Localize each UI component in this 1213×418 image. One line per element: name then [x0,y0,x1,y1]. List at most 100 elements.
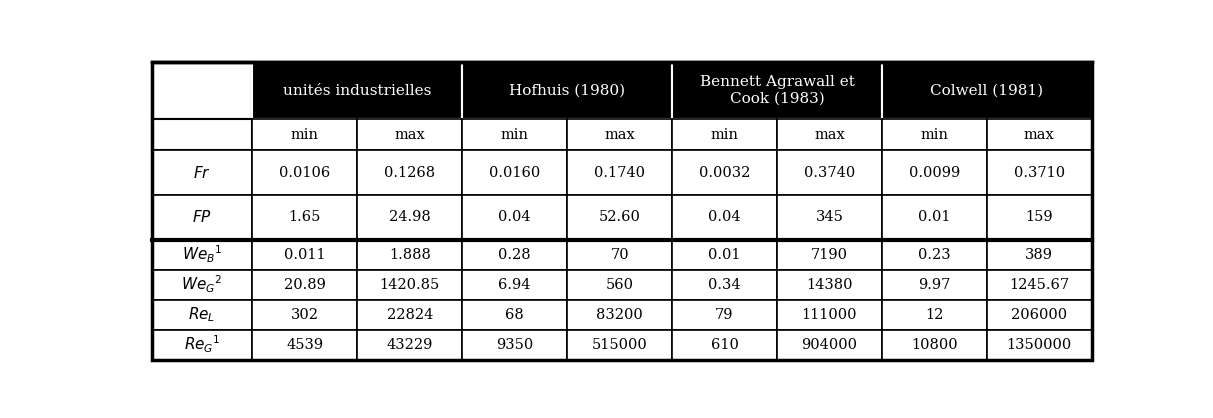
Text: $\mathit{Re}_\mathit{L}$: $\mathit{Re}_\mathit{L}$ [188,305,216,324]
Text: 4539: 4539 [286,338,324,352]
Bar [778,330,882,360]
Bar [672,330,778,360]
Bar [882,120,987,150]
Text: $\mathit{Re}_\mathit{G}$$^1$: $\mathit{Re}_\mathit{G}$$^1$ [183,334,221,355]
Text: 24.98: 24.98 [389,210,431,224]
Text: 43229: 43229 [387,338,433,352]
Text: 68: 68 [506,308,524,322]
Text: Hofhuis (1980): Hofhuis (1980) [509,84,625,97]
Text: 0.34: 0.34 [708,278,741,292]
Text: 302: 302 [291,308,319,322]
Text: $\mathit{FP}$: $\mathit{FP}$ [192,209,212,225]
Text: 9.97: 9.97 [918,278,951,292]
Bar [672,270,778,300]
Text: 79: 79 [716,308,734,322]
Bar [252,62,1092,120]
Bar [462,150,568,195]
Bar [358,240,462,270]
Bar [462,240,568,270]
Text: $\mathit{We}_\mathit{G}$$^2$: $\mathit{We}_\mathit{G}$$^2$ [182,274,222,296]
Bar [987,120,1092,150]
Text: 83200: 83200 [597,308,643,322]
Bar [358,270,462,300]
Bar [778,270,882,300]
Text: 20.89: 20.89 [284,278,326,292]
Text: 904000: 904000 [802,338,858,352]
Text: 0.28: 0.28 [499,247,531,262]
Bar [252,195,358,240]
Bar [462,330,568,360]
Bar [462,62,672,120]
Bar [882,330,987,360]
Bar [568,150,672,195]
Text: 1350000: 1350000 [1007,338,1072,352]
Bar [568,195,672,240]
Bar [672,62,882,120]
Text: max: max [394,128,425,142]
Text: 0.04: 0.04 [499,210,531,224]
Bar [882,270,987,300]
Text: 1420.85: 1420.85 [380,278,440,292]
Text: 0.1268: 0.1268 [385,166,435,180]
Bar [987,330,1092,360]
Text: 1245.67: 1245.67 [1009,278,1070,292]
Bar [252,300,358,330]
Bar [882,195,987,240]
Bar [568,120,672,150]
Bar [462,195,568,240]
Text: 1.888: 1.888 [389,247,431,262]
Bar [358,300,462,330]
Text: max: max [814,128,844,142]
Text: 0.0160: 0.0160 [489,166,540,180]
Text: 0.01: 0.01 [708,247,741,262]
Bar [672,300,778,330]
Bar [568,300,672,330]
Bar [252,150,358,195]
Bar [672,120,778,150]
Text: $\mathit{Fr}$: $\mathit{Fr}$ [193,165,211,181]
Text: min: min [291,128,319,142]
Bar [252,240,358,270]
Bar [152,150,252,195]
Bar [252,62,462,120]
Text: 0.011: 0.011 [284,247,325,262]
Bar [987,195,1092,240]
Text: Colwell (1981): Colwell (1981) [930,84,1043,97]
Bar [987,270,1092,300]
Text: 0.0032: 0.0032 [699,166,750,180]
Text: 0.3710: 0.3710 [1014,166,1065,180]
Text: 0.04: 0.04 [708,210,741,224]
Text: 345: 345 [815,210,843,224]
Text: min: min [711,128,739,142]
Text: 7190: 7190 [811,247,848,262]
Text: 111000: 111000 [802,308,858,322]
Bar [152,62,252,120]
Bar [568,270,672,300]
Text: 0.1740: 0.1740 [594,166,645,180]
Text: unités industrielles: unités industrielles [283,84,432,97]
Text: 515000: 515000 [592,338,648,352]
Text: 0.0099: 0.0099 [909,166,959,180]
Bar [987,150,1092,195]
Bar [672,195,778,240]
Bar [672,240,778,270]
Bar [778,150,882,195]
Text: 206000: 206000 [1012,308,1067,322]
Text: 22824: 22824 [387,308,433,322]
Bar [252,120,358,150]
Bar [778,300,882,330]
Text: 52.60: 52.60 [599,210,640,224]
Bar [987,240,1092,270]
Bar [672,150,778,195]
Text: 0.23: 0.23 [918,247,951,262]
Bar [568,240,672,270]
Bar [568,330,672,360]
Bar [252,330,358,360]
Bar [882,62,1092,120]
Text: 6.94: 6.94 [499,278,531,292]
Bar [462,120,568,150]
Text: 560: 560 [605,278,633,292]
Text: 12: 12 [926,308,944,322]
Text: $\mathit{We}_\mathit{B}$$^1$: $\mathit{We}_\mathit{B}$$^1$ [182,244,222,265]
Text: 610: 610 [711,338,739,352]
